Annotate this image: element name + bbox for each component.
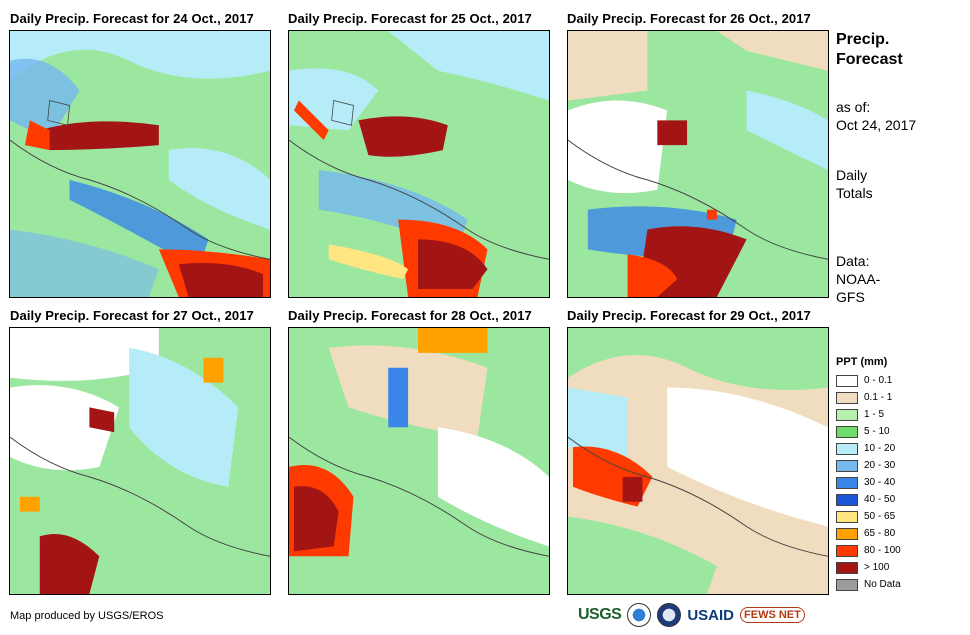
- side-data-line3: GFS: [836, 289, 865, 305]
- side-totals-line1: Daily: [836, 167, 868, 183]
- side-data-line2: NOAA-: [836, 271, 881, 287]
- panel-title-oct-29: Daily Precip. Forecast for 29 Oct., 2017: [567, 308, 811, 323]
- panel-title-oct-24: Daily Precip. Forecast for 24 Oct., 2017: [10, 11, 254, 26]
- legend-item: 10 - 20: [836, 440, 901, 457]
- side-data-line1: Data:: [836, 253, 870, 269]
- panel-title-oct-27: Daily Precip. Forecast for 27 Oct., 2017: [10, 308, 254, 323]
- dhs-seal-icon: [657, 603, 682, 627]
- legend-swatch: [836, 493, 858, 506]
- legend-item: 0 - 0.1: [836, 372, 901, 389]
- usgs-logo-icon: USGS: [578, 606, 622, 623]
- legend-label: 40 - 50: [864, 494, 896, 505]
- side-data-source: Data: NOAA- GFS: [836, 252, 880, 306]
- legend-item: 30 - 40: [836, 474, 901, 491]
- legend-label: No Data: [864, 579, 901, 590]
- legend-label: 5 - 10: [864, 426, 890, 437]
- panel-title-oct-25: Daily Precip. Forecast for 25 Oct., 2017: [288, 11, 532, 26]
- legend-label: > 100: [864, 562, 890, 573]
- legend-swatch: [836, 510, 858, 523]
- legend-item: 40 - 50: [836, 491, 901, 508]
- panel-title-oct-28: Daily Precip. Forecast for 28 Oct., 2017: [288, 308, 532, 323]
- side-totals: Daily Totals: [836, 166, 873, 202]
- legend-label: 0 - 0.1: [864, 375, 893, 386]
- legend-item: 5 - 10: [836, 423, 901, 440]
- legend-label: 10 - 20: [864, 443, 896, 454]
- side-totals-line2: Totals: [836, 185, 873, 201]
- legend-swatch: [836, 578, 858, 591]
- legend-title: PPT (mm): [836, 356, 888, 368]
- legend-item: No Data: [836, 576, 901, 593]
- side-asof-line1: as of:: [836, 99, 871, 115]
- ppt-legend: PPT (mm) 0 - 0.1 0.1 - 1 1 - 5 5 - 10 10 - 2…: [836, 356, 901, 593]
- legend-swatch: [836, 425, 858, 438]
- legend-item: > 100: [836, 559, 901, 576]
- side-title: Precip. Forecast: [836, 30, 903, 70]
- precip-map-oct-29: [567, 327, 829, 595]
- precip-map-oct-26: [567, 30, 829, 298]
- legend-swatch: [836, 374, 858, 387]
- legend-label: 80 - 100: [864, 545, 901, 556]
- side-asof-line2: Oct 24, 2017: [836, 117, 917, 133]
- legend-item: 65 - 80: [836, 525, 901, 542]
- legend-item: 80 - 100: [836, 542, 901, 559]
- logo-strip: USGS USAID FEWS NET: [578, 603, 805, 627]
- noaa-logo-icon: [627, 603, 652, 627]
- map-credit: Map produced by USGS/EROS: [10, 610, 164, 622]
- precip-map-oct-28: [288, 327, 550, 595]
- side-title-line2: Forecast: [836, 51, 903, 68]
- legend-label: 30 - 40: [864, 477, 896, 488]
- legend-label: 0.1 - 1: [864, 392, 893, 403]
- legend-swatch: [836, 527, 858, 540]
- side-title-line1: Precip.: [836, 31, 890, 48]
- legend-item: 0.1 - 1: [836, 389, 901, 406]
- legend-label: 20 - 30: [864, 460, 896, 471]
- usaid-logo-icon: USAID: [687, 606, 735, 624]
- panel-title-oct-26: Daily Precip. Forecast for 26 Oct., 2017: [567, 11, 811, 26]
- legend-item: 1 - 5: [836, 406, 901, 423]
- legend-item: 20 - 30: [836, 457, 901, 474]
- fews-net-logo-icon: FEWS NET: [740, 607, 805, 623]
- legend-item: 50 - 65: [836, 508, 901, 525]
- legend-swatch: [836, 544, 858, 557]
- legend-swatch: [836, 442, 858, 455]
- precip-map-oct-27: [9, 327, 271, 595]
- precip-map-oct-24: [9, 30, 271, 298]
- legend-swatch: [836, 459, 858, 472]
- legend-label: 1 - 5: [864, 409, 885, 420]
- precip-map-oct-25: [288, 30, 550, 298]
- legend-swatch: [836, 408, 858, 421]
- legend-label: 50 - 65: [864, 511, 896, 522]
- legend-label: 65 - 80: [864, 528, 896, 539]
- legend-swatch: [836, 391, 858, 404]
- legend-swatch: [836, 476, 858, 489]
- side-asof: as of: Oct 24, 2017: [836, 98, 916, 134]
- legend-swatch: [836, 561, 858, 574]
